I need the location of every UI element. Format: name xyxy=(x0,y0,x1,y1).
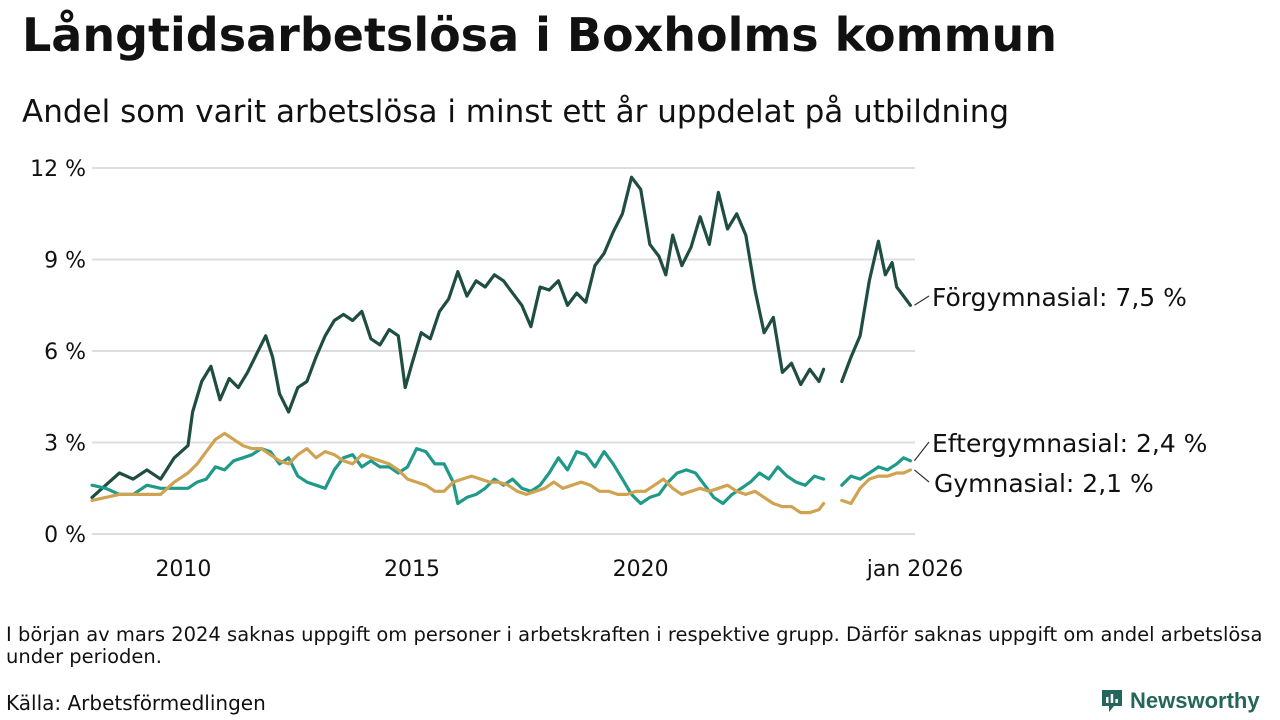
y-tick-label: 12 % xyxy=(30,157,86,182)
bar-chart-icon xyxy=(1102,690,1122,712)
series-end-label: Förgymnasial: 7,5 % xyxy=(932,283,1187,312)
series-end-label: Gymnasial: 2,1 % xyxy=(934,469,1154,498)
x-tick-label: 2015 xyxy=(384,557,440,582)
line-chart: 0 % 3 % 6 % 9 % 12 % 2010 2015 2020 jan 2026 Förg… xyxy=(30,157,1207,582)
chart-subtitle: Andel som varit arbetslösa i minst ett å… xyxy=(22,94,1010,130)
y-tick-label: 0 % xyxy=(44,523,86,548)
series-line-eftergymnasial xyxy=(90,447,826,506)
chart-title: Långtidsarbetslösa i Boxholms kommun xyxy=(22,8,1057,62)
x-tick-label: jan 2026 xyxy=(866,557,964,582)
series-end-label: Eftergymnasial: 2,4 % xyxy=(932,429,1207,458)
footnote: I början av mars 2024 saknas uppgift om … xyxy=(6,623,1263,668)
label-leader-line xyxy=(913,441,930,462)
label-leader-line xyxy=(914,469,930,483)
series-line-gymnasial xyxy=(90,431,826,515)
label-leader-line xyxy=(914,295,930,306)
y-tick-label: 6 % xyxy=(44,340,86,365)
series-line-gymnasial xyxy=(840,468,912,506)
y-tick-label: 9 % xyxy=(44,249,86,274)
x-tick-label: 2020 xyxy=(613,557,669,582)
series-line-eftergymnasial xyxy=(840,456,912,487)
y-tick-label: 3 % xyxy=(44,432,86,457)
series-line-förgymnasial xyxy=(90,175,826,499)
source-label: Källa: Arbetsförmedlingen xyxy=(6,691,266,715)
series-line-förgymnasial xyxy=(840,239,912,384)
brand-name: Newsworthy xyxy=(1130,688,1260,713)
newsworthy-logo: Newsworthy xyxy=(1100,688,1260,714)
x-tick-label: 2010 xyxy=(155,557,211,582)
